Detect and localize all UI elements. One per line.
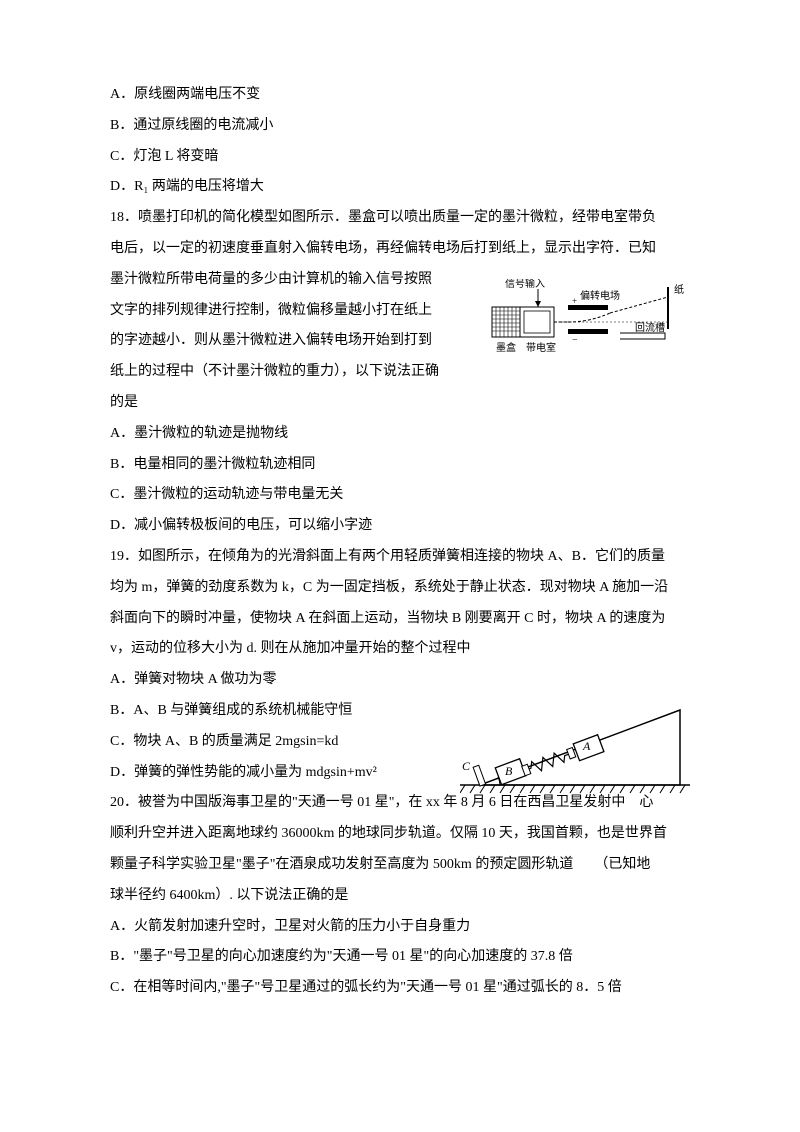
q19-stem-4: v，运动的位移大小为 d. 则在从施加冲量开始的整个过程中 <box>110 634 690 665</box>
q18-stem-2: 电后，以一定的初速度垂直射入偏转电场，再经偏转电场后打到纸上，显示出字符．已知 <box>110 234 690 265</box>
label-a: A <box>582 739 591 753</box>
q20-stem-2: 顺利升空并进入距离地球约 36000km 的地球同步轨道。仅隔 10 天，我国首… <box>110 819 690 850</box>
q17-option-b: B．通过原线圈的电流减小 <box>110 111 690 142</box>
label-paper: 纸 <box>674 283 684 296</box>
label-charge: 带电室 <box>526 341 556 354</box>
label-box: 墨盒 <box>496 341 516 354</box>
label-signal: 信号输入 <box>505 279 545 290</box>
q18-option-d: D．减小偏转极板间的电压，可以缩小字迹 <box>110 511 690 542</box>
q20-option-a: A．火箭发射加速升空时，卫星对火箭的压力小于自身重力 <box>110 912 690 943</box>
q19-option-a: A．弹簧对物块 A 做功为零 <box>110 665 690 696</box>
q18-option-b: B．电量相同的墨汁微粒轨迹相同 <box>110 450 690 481</box>
q20-stem-3: 颗量子科学实验卫星"墨子"在酒泉成功发射至高度为 500km 的预定圆形轨道 （… <box>110 850 690 881</box>
q18-stem-7: 的是 <box>110 388 690 419</box>
q19-stem-2: 均为 m，弹簧的劲度系数为 k，C 为一固定挡板，系统处于静止状态．现对物块 A… <box>110 573 690 604</box>
q20-option-c: C．在相等时间内,"墨子"号卫星通过的弧长约为"天通一号 01 星"通过弧长的 … <box>110 973 690 1004</box>
incline-figure: θ C B A <box>460 695 690 795</box>
label-field: 偏转电场 <box>580 289 620 302</box>
q17-option-d: D．R₁ 两端的电压将增大 <box>110 172 690 203</box>
q18-option-a: A．墨汁微粒的轨迹是抛物线 <box>110 419 690 450</box>
q19-stem-3: 斜面向下的瞬时冲量，使物块 A 在斜面上运动，当物块 B 刚要离开 C 时，物块… <box>110 604 690 635</box>
q17-option-a: A．原线圈两端电压不变 <box>110 80 690 111</box>
label-minus: − <box>572 335 578 346</box>
q17-option-c: C．灯泡 L 将变暗 <box>110 142 690 173</box>
printer-figure: 信号输入 偏转电场 + − 纸 回流槽 墨盒 带电室 <box>490 279 690 359</box>
label-return: 回流槽 <box>635 321 665 334</box>
q18-stem-1: 18．喷墨打印机的简化模型如图所示．墨盒可以喷出质量一定的墨汁微粒，经带电室带负 <box>110 203 690 234</box>
q18-stem-6: 纸上的过程中（不计墨汁微粒的重力），以下说法正确 <box>110 357 690 388</box>
q18-option-c: C．墨汁微粒的运动轨迹与带电量无关 <box>110 480 690 511</box>
q19-stem-1: 19．如图所示，在倾角为的光滑斜面上有两个用轻质弹簧相连接的物块 A、B．它们的… <box>110 542 690 573</box>
label-b: B <box>505 764 513 778</box>
q20-stem-4: 球半径约 6400km）. 以下说法正确的是 <box>110 881 690 912</box>
label-plus: + <box>572 296 577 306</box>
label-c: C <box>462 759 471 773</box>
q19-block: A．弹簧对物块 A 做功为零 B．A、B 与弹簧组成的系统机械能守恒 C．物块 … <box>110 665 690 757</box>
q20-option-b: B．"墨子"号卫星的向心加速度约为"天通一号 01 星"的向心加速度的 37.8… <box>110 942 690 973</box>
page: A．原线圈两端电压不变 B．通过原线圈的电流减小 C．灯泡 L 将变暗 D．R₁… <box>0 0 800 1064</box>
q18-block: 18．喷墨打印机的简化模型如图所示．墨盒可以喷出质量一定的墨汁微粒，经带电室带负… <box>110 203 690 419</box>
